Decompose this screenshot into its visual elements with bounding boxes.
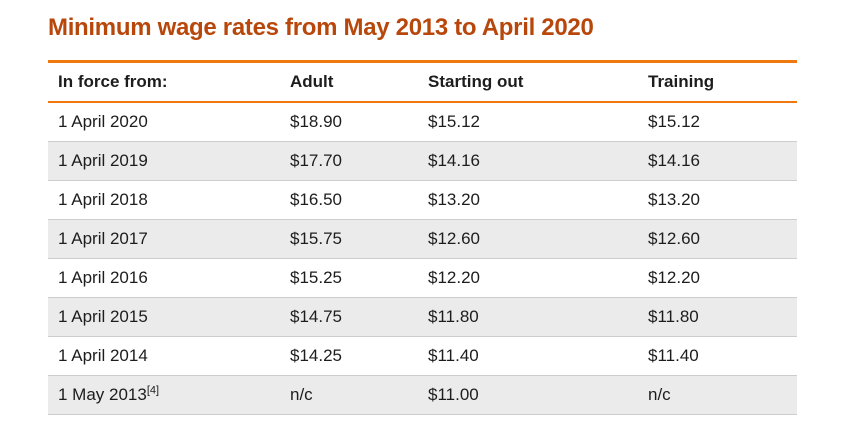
table-row: 1 April 2015 $14.75 $11.80 $11.80 — [48, 297, 797, 337]
cell-text: $11.40 — [648, 346, 699, 365]
cell-text: $14.16 — [428, 151, 480, 170]
cell-text: $14.75 — [290, 307, 342, 326]
cell-text: $17.70 — [290, 151, 342, 170]
cell-starting-out: $11.40 — [418, 337, 638, 376]
cell-text: 1 April 2015 — [58, 307, 148, 326]
page-title: Minimum wage rates from May 2013 to Apri… — [48, 14, 594, 41]
table-row: 1 May 2013[4] n/c $11.00 n/c — [48, 375, 797, 415]
cell-starting-out: $11.00 — [418, 376, 638, 415]
cell-starting-out: $12.20 — [418, 259, 638, 298]
cell-text: $11.40 — [428, 346, 479, 365]
cell-text: $12.60 — [428, 229, 480, 248]
cell-text: $11.80 — [648, 307, 699, 326]
cell-adult: $14.25 — [280, 337, 418, 376]
header-row: In force from: Adult Starting out Traini… — [48, 61, 797, 102]
cell-text: 1 April 2019 — [58, 151, 148, 170]
cell-text: $15.25 — [290, 268, 342, 287]
cell-starting-out: $15.12 — [418, 102, 638, 142]
cell-text: $14.16 — [648, 151, 700, 170]
cell-text: 1 April 2016 — [58, 268, 148, 287]
table-header: In force from: Adult Starting out Traini… — [48, 61, 797, 102]
cell-training: $13.20 — [638, 181, 797, 220]
cell-text: $14.25 — [290, 346, 342, 365]
cell-text: 1 April 2017 — [58, 229, 148, 248]
cell-text: $12.20 — [428, 268, 480, 287]
minimum-wage-table: In force from: Adult Starting out Traini… — [48, 60, 797, 415]
cell-text: 1 April 2014 — [58, 346, 148, 365]
column-header-in-force-from: In force from: — [58, 72, 168, 91]
cell-text: n/c — [290, 385, 313, 404]
cell-training: n/c — [638, 376, 797, 415]
cell-text: $12.20 — [648, 268, 700, 287]
cell-text: $13.20 — [648, 190, 700, 209]
table-row: 1 April 2018 $16.50 $13.20 $13.20 — [48, 180, 797, 220]
cell-adult: $18.90 — [280, 102, 418, 142]
cell-text: $12.60 — [648, 229, 700, 248]
cell-in-force-from: 1 April 2014 — [48, 337, 280, 376]
cell-in-force-from: 1 April 2018 — [48, 181, 280, 220]
table-row: 1 April 2016 $15.25 $12.20 $12.20 — [48, 258, 797, 298]
cell-training: $11.80 — [638, 298, 797, 337]
cell-starting-out: $11.80 — [418, 298, 638, 337]
cell-text: $15.75 — [290, 229, 342, 248]
cell-text: 1 April 2018 — [58, 190, 148, 209]
cell-adult: $15.75 — [280, 220, 418, 259]
cell-text: 1 May 2013 — [58, 385, 147, 404]
column-header-adult: Adult — [290, 72, 334, 91]
cell-adult: $14.75 — [280, 298, 418, 337]
cell-text: $11.00 — [428, 385, 479, 404]
cell-training: $14.16 — [638, 142, 797, 181]
cell-in-force-from: 1 May 2013[4] — [48, 376, 280, 415]
cell-training: $12.60 — [638, 220, 797, 259]
cell-training: $12.20 — [638, 259, 797, 298]
cell-adult: n/c — [280, 376, 418, 415]
cell-text: $16.50 — [290, 190, 342, 209]
cell-text: $18.90 — [290, 112, 342, 131]
cell-starting-out: $14.16 — [418, 142, 638, 181]
cell-text: n/c — [648, 385, 671, 404]
cell-training: $11.40 — [638, 337, 797, 376]
cell-starting-out: $13.20 — [418, 181, 638, 220]
cell-in-force-from: 1 April 2017 — [48, 220, 280, 259]
footnote-ref[interactable]: [4] — [146, 384, 160, 397]
cell-adult: $16.50 — [280, 181, 418, 220]
cell-starting-out: $12.60 — [418, 220, 638, 259]
cell-in-force-from: 1 April 2015 — [48, 298, 280, 337]
column-header-starting-out: Starting out — [428, 72, 524, 91]
cell-in-force-from: 1 April 2020 — [48, 102, 280, 142]
cell-text: 1 April 2020 — [58, 112, 148, 131]
cell-text: $13.20 — [428, 190, 480, 209]
table-body: 1 April 2020 $18.90 $15.12 $15.12 1 April 20… — [48, 102, 797, 415]
cell-text: $11.80 — [428, 307, 479, 326]
table-row: 1 April 2019 $17.70 $14.16 $14.16 — [48, 141, 797, 181]
cell-text: $15.12 — [428, 112, 480, 131]
table-row: 1 April 2017 $15.75 $12.60 $12.60 — [48, 219, 797, 259]
cell-training: $15.12 — [638, 102, 797, 142]
cell-in-force-from: 1 April 2019 — [48, 142, 280, 181]
cell-adult: $15.25 — [280, 259, 418, 298]
cell-in-force-from: 1 April 2016 — [48, 259, 280, 298]
table-row: 1 April 2014 $14.25 $11.40 $11.40 — [48, 336, 797, 376]
cell-adult: $17.70 — [280, 142, 418, 181]
column-header-training: Training — [648, 72, 715, 91]
table-row: 1 April 2020 $18.90 $15.12 $15.12 — [48, 102, 797, 142]
cell-text: $15.12 — [648, 112, 700, 131]
